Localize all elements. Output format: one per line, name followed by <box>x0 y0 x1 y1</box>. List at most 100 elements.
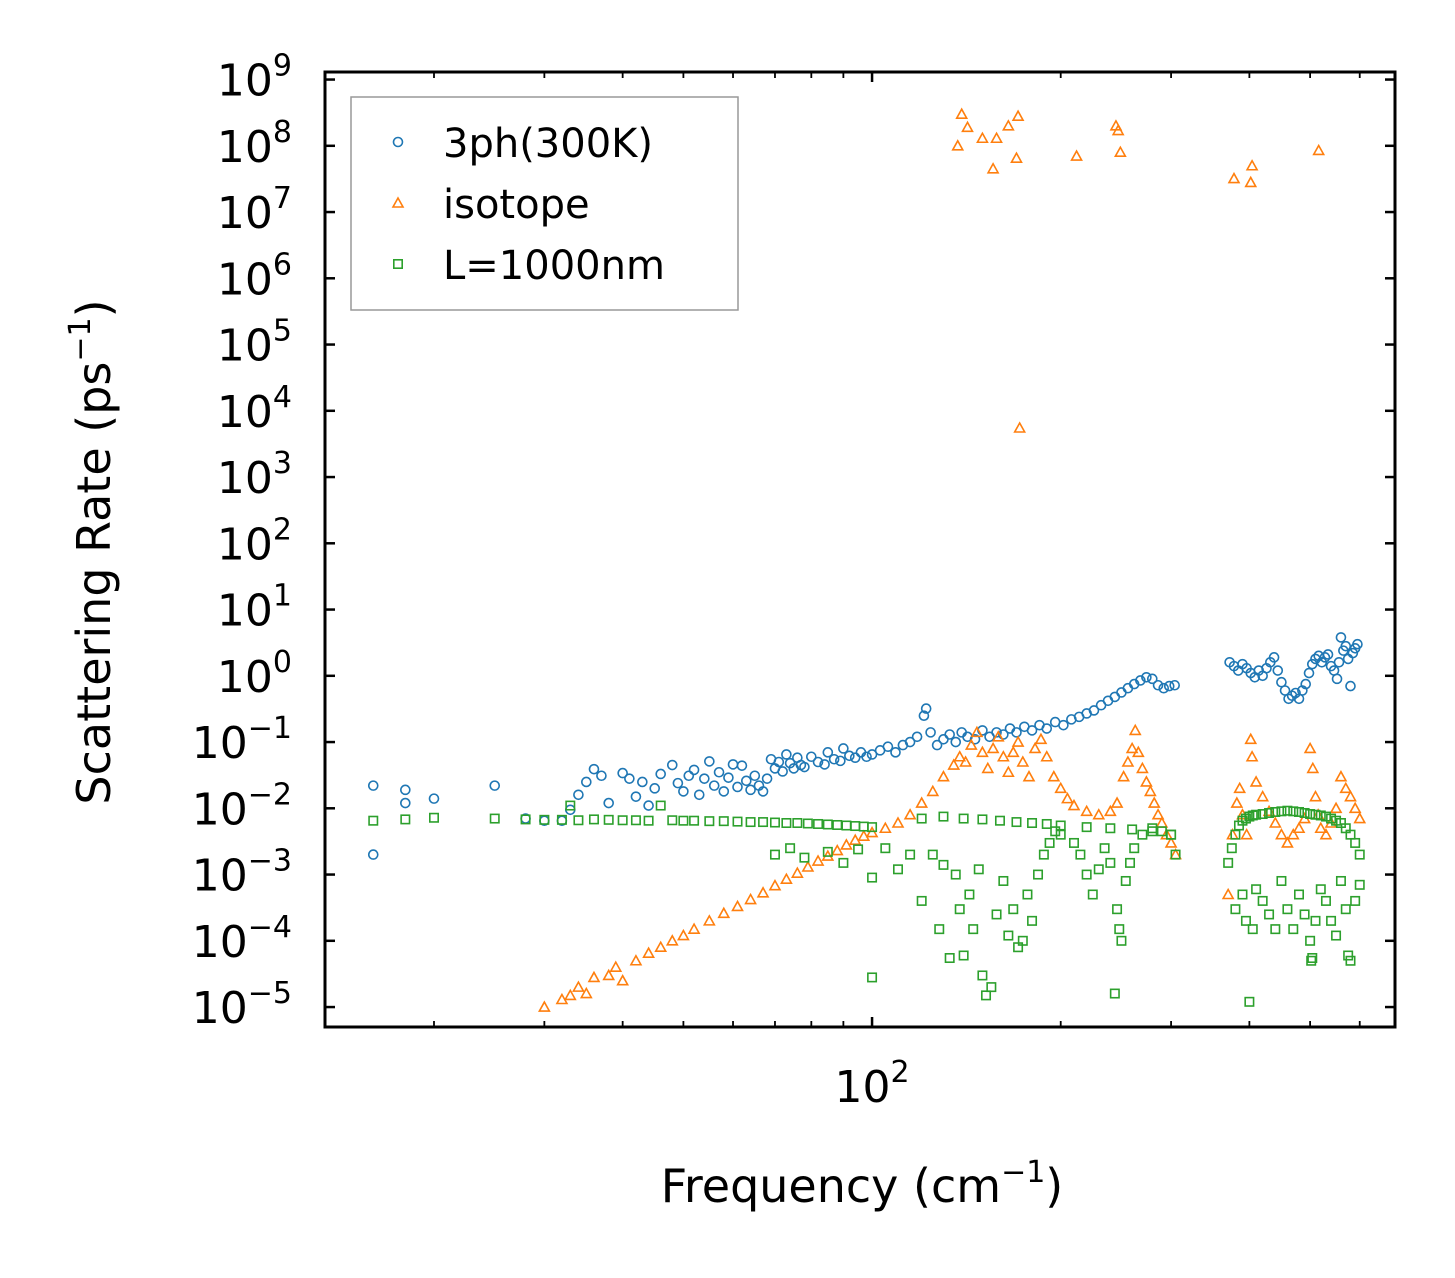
data-point <box>969 734 981 745</box>
data-point <box>1251 809 1262 820</box>
data-point <box>617 815 628 826</box>
data-point <box>757 786 769 797</box>
data-point <box>934 924 945 935</box>
data-point <box>1125 741 1139 754</box>
data-point <box>1303 741 1317 754</box>
data-point <box>1297 685 1308 696</box>
data-point <box>867 972 878 983</box>
data-point <box>744 892 757 905</box>
data-point <box>702 914 716 926</box>
data-point <box>781 818 792 829</box>
data-point <box>1282 904 1293 915</box>
data-point <box>1354 849 1365 860</box>
data-point <box>731 899 744 912</box>
data-point <box>903 808 917 820</box>
data-point <box>1244 996 1255 1007</box>
data-point <box>835 755 846 767</box>
data-point <box>964 889 975 900</box>
data-point <box>609 960 623 972</box>
data-point <box>1350 837 1361 848</box>
data-point <box>1067 798 1081 811</box>
data-point <box>954 904 965 915</box>
data-point <box>1310 809 1321 820</box>
data-point <box>654 940 668 953</box>
data-point <box>1329 801 1343 814</box>
series-3 <box>368 800 1365 1007</box>
data-point <box>806 751 817 763</box>
data-point <box>1027 818 1038 829</box>
data-point <box>1309 789 1322 802</box>
data-point <box>1247 924 1258 935</box>
data-point <box>1103 804 1117 817</box>
data-point <box>1111 123 1125 136</box>
data-point <box>916 895 927 906</box>
data-point <box>1121 755 1135 767</box>
data-point <box>693 789 705 801</box>
data-point <box>1129 843 1140 854</box>
data-point <box>925 727 936 738</box>
data-point <box>573 789 584 801</box>
data-point <box>867 872 878 883</box>
data-point <box>801 860 815 872</box>
data-point <box>1353 811 1367 824</box>
data-point <box>723 772 734 783</box>
data-point <box>699 773 710 784</box>
data-point <box>1226 843 1237 854</box>
data-point <box>1331 930 1342 941</box>
data-point <box>1294 889 1305 900</box>
data-point <box>1137 829 1148 840</box>
data-point <box>1227 171 1241 184</box>
data-point <box>672 777 684 789</box>
data-point <box>799 761 810 773</box>
legend-marker-2 <box>391 196 405 208</box>
data-point <box>1080 804 1094 817</box>
data-point <box>915 796 929 808</box>
data-point <box>749 770 761 782</box>
data-point <box>1314 821 1328 834</box>
data-point <box>838 857 849 868</box>
data-point <box>1322 649 1334 660</box>
data-point <box>1109 988 1120 999</box>
data-point <box>1047 770 1061 782</box>
data-point <box>1221 887 1235 900</box>
data-point <box>964 738 978 750</box>
data-point <box>758 817 769 828</box>
data-point <box>678 786 689 797</box>
data-point <box>704 756 715 767</box>
plot-frame <box>323 70 1397 1029</box>
x-axis-label: Frequency (cm−1) <box>661 1155 1064 1213</box>
data-point <box>950 869 961 880</box>
data-point <box>986 162 1000 174</box>
data-point <box>1001 119 1015 131</box>
data-point <box>1070 149 1083 161</box>
data-point <box>931 739 943 751</box>
data-point <box>1344 789 1357 802</box>
data-point <box>1117 770 1130 782</box>
data-point <box>687 922 701 934</box>
y-tick-label: 108 <box>217 115 292 173</box>
data-point <box>1240 828 1254 840</box>
y-tick-label: 101 <box>217 579 292 637</box>
data-point <box>1306 761 1320 774</box>
data-point <box>745 817 756 828</box>
data-point <box>1315 810 1326 821</box>
data-point <box>400 797 411 809</box>
data-point <box>1335 632 1347 643</box>
data-point <box>802 818 813 829</box>
data-point <box>761 773 773 784</box>
data-point <box>666 759 678 771</box>
data-point <box>637 776 648 788</box>
data-point <box>1105 857 1116 868</box>
data-point <box>944 953 955 964</box>
data-point <box>769 849 780 860</box>
data-point <box>1105 823 1116 834</box>
data-point <box>1281 836 1294 848</box>
data-point <box>713 766 725 778</box>
data-point <box>649 783 661 794</box>
data-point <box>819 759 830 770</box>
data-point <box>1147 826 1158 837</box>
legend-entry-3ph: 3ph(300K) <box>443 121 653 167</box>
data-point <box>1038 849 1049 860</box>
data-point <box>777 766 788 777</box>
data-point <box>1249 775 1263 787</box>
